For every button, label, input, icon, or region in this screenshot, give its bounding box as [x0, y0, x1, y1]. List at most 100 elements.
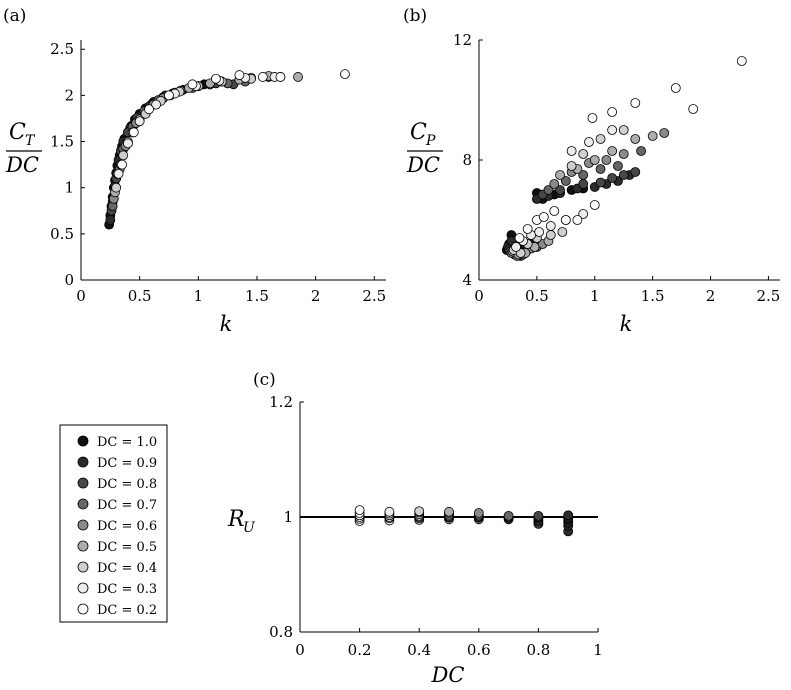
- data-point: [595, 177, 606, 188]
- data-point: [563, 510, 574, 521]
- x-tick-label: 0: [295, 641, 305, 659]
- data-point: [630, 134, 641, 144]
- legend-label: DC = 1.0: [97, 435, 157, 450]
- series-DC0-5: [110, 71, 303, 198]
- x-tick-label: 1: [590, 287, 600, 305]
- data-point: [538, 212, 549, 222]
- data-point: [534, 227, 545, 237]
- series-DC0-6: [473, 508, 484, 525]
- y-tick-label: 2.5: [50, 40, 74, 58]
- panel-a-xlabel: k: [220, 312, 233, 336]
- x-tick-label: 2: [706, 287, 716, 305]
- data-point: [134, 116, 145, 127]
- y-tick-label: 12: [453, 31, 472, 49]
- panel-b-ylabel-sub: P: [425, 133, 436, 149]
- x-tick-label: 2.5: [362, 287, 386, 305]
- legend: DC = 1.0 DC = 0.9 DC = 0.8 DC = 0.7 DC = 0.6…: [59, 424, 168, 623]
- x-tick-label: 1: [194, 287, 204, 305]
- series-DC0-3: [113, 72, 280, 179]
- y-tick-label: 1: [64, 179, 74, 197]
- x-tick-label: 1.5: [245, 287, 269, 305]
- x-tick-label: 2: [311, 287, 321, 305]
- data-point: [607, 173, 618, 183]
- panel-a-label: (a): [3, 6, 26, 26]
- data-point: [187, 79, 198, 90]
- series-DC0-2: [354, 505, 365, 526]
- panel-a-ylabel-num: C: [9, 120, 26, 145]
- x-tick-label: 0.2: [348, 641, 372, 659]
- legend-label: DC = 0.2: [97, 603, 157, 618]
- legend-label: DC = 0.9: [97, 456, 157, 471]
- x-tick-label: 0.8: [526, 641, 550, 659]
- y-tick-label: 4: [462, 271, 472, 289]
- legend-marker: [77, 603, 89, 615]
- data-point: [473, 508, 484, 518]
- panel-c-ticks: 0 0.2 0.4 0.6 0.8 1 0.8 1 1.2: [269, 393, 603, 659]
- series-DC0-4: [414, 506, 425, 525]
- data-point: [630, 98, 641, 108]
- y-tick-label: 8: [462, 151, 472, 169]
- panel-b-xlabel: k: [620, 312, 633, 336]
- legend-marker: [77, 582, 89, 594]
- data-point: [736, 56, 747, 66]
- panel-c-label: (c): [253, 370, 276, 390]
- data-point: [549, 179, 560, 189]
- data-point: [578, 170, 589, 180]
- x-tick-label: 0.4: [407, 641, 431, 659]
- y-tick-label: 0: [64, 271, 74, 289]
- data-point: [414, 506, 425, 517]
- legend-label: DC = 0.8: [97, 477, 157, 492]
- legend-label: DC = 0.5: [97, 540, 157, 555]
- legend-marker: [77, 540, 89, 552]
- series-DC0-4: [508, 125, 629, 258]
- legend-label: DC = 0.4: [97, 561, 157, 576]
- data-point: [560, 215, 571, 225]
- legend-label: DC = 0.3: [97, 582, 157, 597]
- panel-a: (a) 0 0.5 1 1.5 2 2.5 0 0.5 1 1.5 2 2.5 C T DC k: [3, 6, 386, 336]
- x-tick-label: 0.5: [128, 287, 152, 305]
- legend-items: DC = 1.0 DC = 0.9 DC = 0.8 DC = 0.7 DC = 0.6…: [77, 435, 157, 618]
- data-point: [118, 150, 129, 161]
- panel-b-label: (b): [403, 6, 427, 26]
- legend-marker: [77, 477, 89, 489]
- panel-c-ylabel-sub: U: [243, 520, 256, 536]
- data-point: [234, 70, 245, 80]
- data-point: [659, 128, 670, 138]
- data-point: [549, 206, 560, 216]
- panel-b-ticks: 0 0.5 1 1.5 2 2.5 4 8 12: [453, 31, 780, 305]
- data-point: [688, 104, 699, 114]
- data-point: [503, 510, 514, 521]
- data-point: [511, 242, 521, 252]
- panel-a-points: [104, 69, 350, 230]
- data-point: [630, 167, 641, 177]
- data-point: [545, 221, 556, 231]
- series-DC0-5: [444, 506, 454, 525]
- data-point: [340, 69, 350, 80]
- data-point: [607, 107, 618, 117]
- x-tick-label: 0: [474, 287, 484, 305]
- data-point: [572, 215, 583, 225]
- panel-a-ticks: 0 0.5 1 1.5 2 2.5 0 0.5 1 1.5 2 2.5: [50, 40, 386, 305]
- y-tick-label: 2: [64, 86, 74, 104]
- data-point: [578, 209, 589, 219]
- data-point: [557, 227, 568, 237]
- data-point: [566, 146, 577, 156]
- legend-marker: [77, 456, 89, 468]
- panel-a-axes: [80, 40, 386, 281]
- legend-marker: [77, 519, 89, 531]
- data-point: [618, 170, 629, 180]
- data-point: [444, 506, 454, 517]
- data-point: [589, 155, 600, 165]
- panel-c-ylabel-main: R: [227, 507, 245, 532]
- y-tick-label: 0.5: [50, 225, 74, 243]
- y-tick-label: 0.8: [269, 623, 293, 641]
- y-tick-label: 1.5: [50, 133, 74, 151]
- data-point: [560, 176, 571, 186]
- x-tick-label: 0: [76, 287, 86, 305]
- data-point: [636, 146, 646, 156]
- legend-label: DC = 0.7: [97, 498, 157, 513]
- panel-b-ylabel-num: C: [410, 120, 427, 145]
- data-point: [543, 185, 554, 195]
- data-point: [578, 179, 589, 189]
